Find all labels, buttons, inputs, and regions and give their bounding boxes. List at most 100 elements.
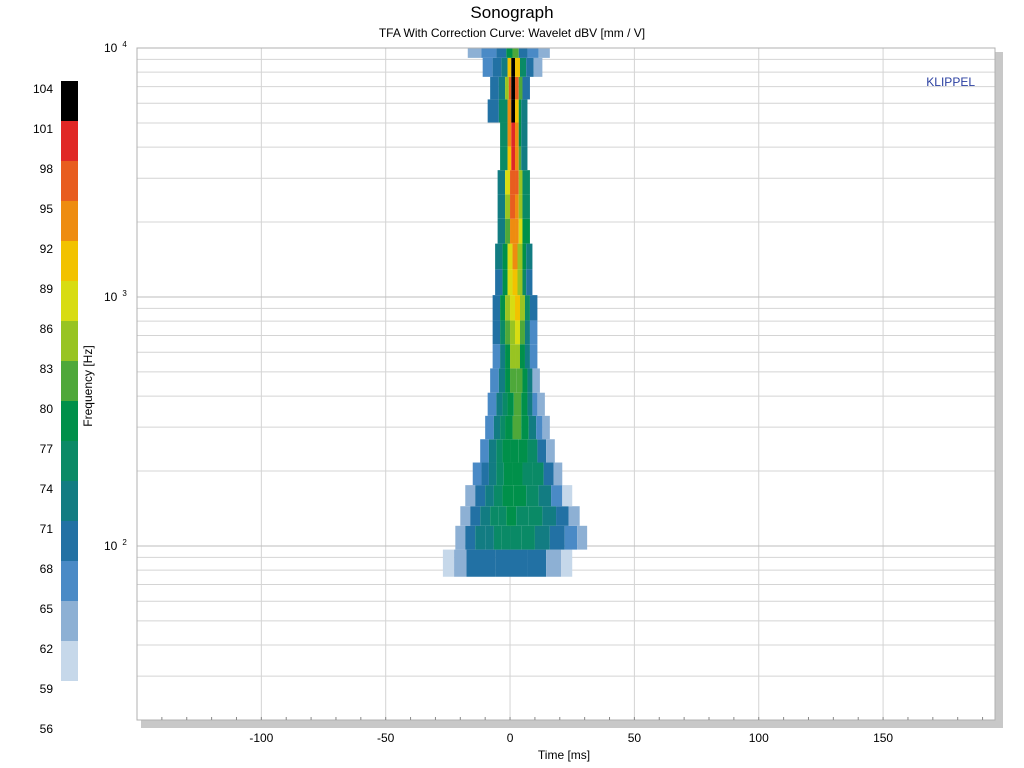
colorbar-swatch (61, 81, 78, 121)
heat-cell (510, 170, 516, 195)
heat-cell (524, 295, 530, 321)
heat-cell (492, 344, 501, 369)
colorbar-label: 101 (33, 122, 53, 136)
x-tick-label: 0 (507, 731, 514, 745)
heat-cell (490, 76, 499, 100)
heat-cell (487, 392, 497, 416)
heat-cell (542, 415, 550, 440)
colorbar-swatch (61, 601, 78, 641)
heat-cell (518, 170, 523, 195)
colorbar-swatch (61, 561, 78, 601)
heat-cell (521, 99, 528, 123)
heatmap-cells (442, 48, 588, 577)
heat-cell (496, 462, 504, 486)
x-ticks: -100 -50 0 50 100 150 (161, 717, 984, 745)
y-tick-label: 10 3 (104, 289, 127, 304)
plot-area (137, 48, 995, 720)
heat-cell (519, 344, 525, 369)
y-axis-label: Frequency [Hz] (81, 345, 95, 426)
heat-cell (505, 194, 511, 219)
heat-cell (488, 462, 497, 486)
heat-cell (512, 462, 523, 486)
heat-cell (472, 462, 482, 486)
heat-cell (556, 506, 569, 526)
heat-cell (507, 57, 512, 77)
heat-cell (519, 295, 525, 321)
heat-cell (500, 415, 506, 440)
colorbar-label: 74 (40, 482, 54, 496)
heat-cell (502, 439, 511, 463)
heat-cell (493, 525, 502, 550)
heat-cell (500, 344, 506, 369)
heat-cell (442, 549, 455, 577)
heat-cell (521, 146, 528, 171)
heat-cell (542, 506, 557, 526)
x-tick-label: 150 (873, 731, 893, 745)
heat-cell (510, 439, 519, 463)
heat-cell (522, 76, 530, 100)
heat-cell (534, 525, 550, 550)
x-axis-label: Time [ms] (538, 748, 590, 762)
heat-cell (537, 392, 545, 416)
heat-cell (506, 506, 517, 526)
colorbar-label: 62 (40, 642, 54, 656)
heat-cell (454, 549, 467, 577)
heat-cell (512, 48, 519, 58)
heat-cell (480, 506, 491, 526)
x-tick-label: -100 (249, 731, 273, 745)
heat-cell (500, 295, 506, 321)
heat-cell (532, 462, 544, 486)
heat-cell (496, 48, 507, 58)
heat-cell (515, 194, 519, 219)
colorbar-labels: 104 101 98 95 92 89 86 83 80 77 74 71 68 65 62 59 56 (33, 82, 53, 736)
heat-cell (492, 320, 501, 345)
heat-cell (522, 194, 530, 219)
heat-cell (498, 368, 506, 393)
heat-cell (500, 320, 506, 345)
heat-cell (498, 99, 508, 123)
heat-cell (495, 549, 528, 577)
heat-cell (505, 320, 511, 345)
heat-cell (485, 485, 494, 507)
y-tick-label: 10 2 (104, 538, 127, 553)
heat-cell (510, 525, 522, 550)
heat-cell (500, 122, 508, 147)
heat-cell (510, 218, 516, 244)
heat-cell (522, 368, 528, 393)
heat-cell (543, 462, 554, 486)
heat-cell (517, 243, 523, 270)
heat-cell (511, 99, 516, 123)
heat-cell (505, 76, 509, 100)
heat-cell (512, 243, 518, 270)
colorbar-swatch (61, 401, 78, 441)
heat-cell (527, 439, 538, 463)
brand-label: KLIPPEL (926, 75, 975, 89)
heat-cell (511, 76, 516, 100)
heat-cell (516, 506, 529, 526)
heat-cell (485, 525, 494, 550)
heat-cell (522, 243, 527, 270)
heat-cell (517, 269, 523, 296)
heat-cell (496, 392, 503, 416)
heat-cell (527, 392, 533, 416)
heat-cell (492, 57, 502, 77)
heat-cell (507, 146, 512, 171)
heat-cell (522, 462, 533, 486)
heat-cell (502, 392, 508, 416)
heat-cell (518, 99, 522, 123)
heat-cell (546, 549, 562, 577)
heat-cell (507, 392, 514, 416)
heat-cell (497, 170, 506, 195)
heat-cell (512, 415, 522, 440)
heat-cell (515, 295, 520, 321)
heat-cell (518, 76, 523, 100)
heat-cell (502, 269, 508, 296)
heat-cell (487, 99, 499, 123)
heat-cell (561, 549, 573, 577)
x-tick-label: 100 (749, 731, 769, 745)
heat-cell (511, 57, 516, 77)
heat-cell (475, 485, 486, 507)
heat-cell (507, 243, 513, 270)
heat-cell (522, 170, 530, 195)
colorbar-label: 95 (40, 202, 54, 216)
